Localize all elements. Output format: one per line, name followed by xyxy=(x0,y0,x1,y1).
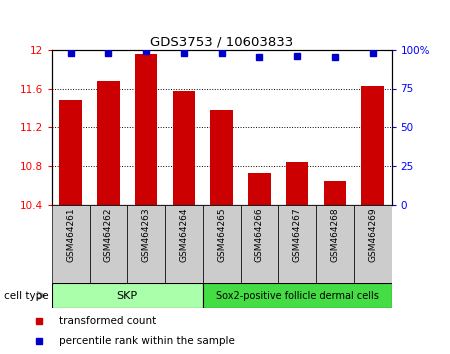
Bar xyxy=(172,91,195,205)
Bar xyxy=(52,283,203,308)
Bar xyxy=(324,181,346,205)
Text: GSM464262: GSM464262 xyxy=(104,208,113,262)
Bar xyxy=(97,81,120,205)
Bar xyxy=(361,86,384,205)
Text: SKP: SKP xyxy=(117,291,138,301)
Bar xyxy=(203,283,392,308)
Bar xyxy=(210,110,233,205)
Bar xyxy=(127,205,165,283)
Text: Sox2-positive follicle dermal cells: Sox2-positive follicle dermal cells xyxy=(216,291,378,301)
Text: GSM464266: GSM464266 xyxy=(255,208,264,262)
Bar xyxy=(316,205,354,283)
Text: transformed count: transformed count xyxy=(59,316,156,326)
Bar xyxy=(165,205,203,283)
Text: GSM464263: GSM464263 xyxy=(142,208,151,262)
Text: percentile rank within the sample: percentile rank within the sample xyxy=(59,336,235,346)
Bar xyxy=(354,205,392,283)
Bar xyxy=(135,55,158,205)
Bar xyxy=(278,205,316,283)
Text: GSM464261: GSM464261 xyxy=(66,208,75,262)
Text: cell type: cell type xyxy=(4,291,49,301)
Bar xyxy=(59,100,82,205)
Text: GSM464268: GSM464268 xyxy=(330,208,339,262)
Text: GSM464265: GSM464265 xyxy=(217,208,226,262)
Bar xyxy=(240,205,278,283)
Text: GSM464269: GSM464269 xyxy=(368,208,377,262)
Title: GDS3753 / 10603833: GDS3753 / 10603833 xyxy=(150,35,293,48)
Bar xyxy=(52,205,90,283)
Bar xyxy=(286,162,308,205)
Bar xyxy=(248,173,271,205)
Text: GSM464264: GSM464264 xyxy=(180,208,189,262)
Text: GSM464267: GSM464267 xyxy=(292,208,302,262)
Bar xyxy=(203,205,240,283)
Bar xyxy=(90,205,127,283)
